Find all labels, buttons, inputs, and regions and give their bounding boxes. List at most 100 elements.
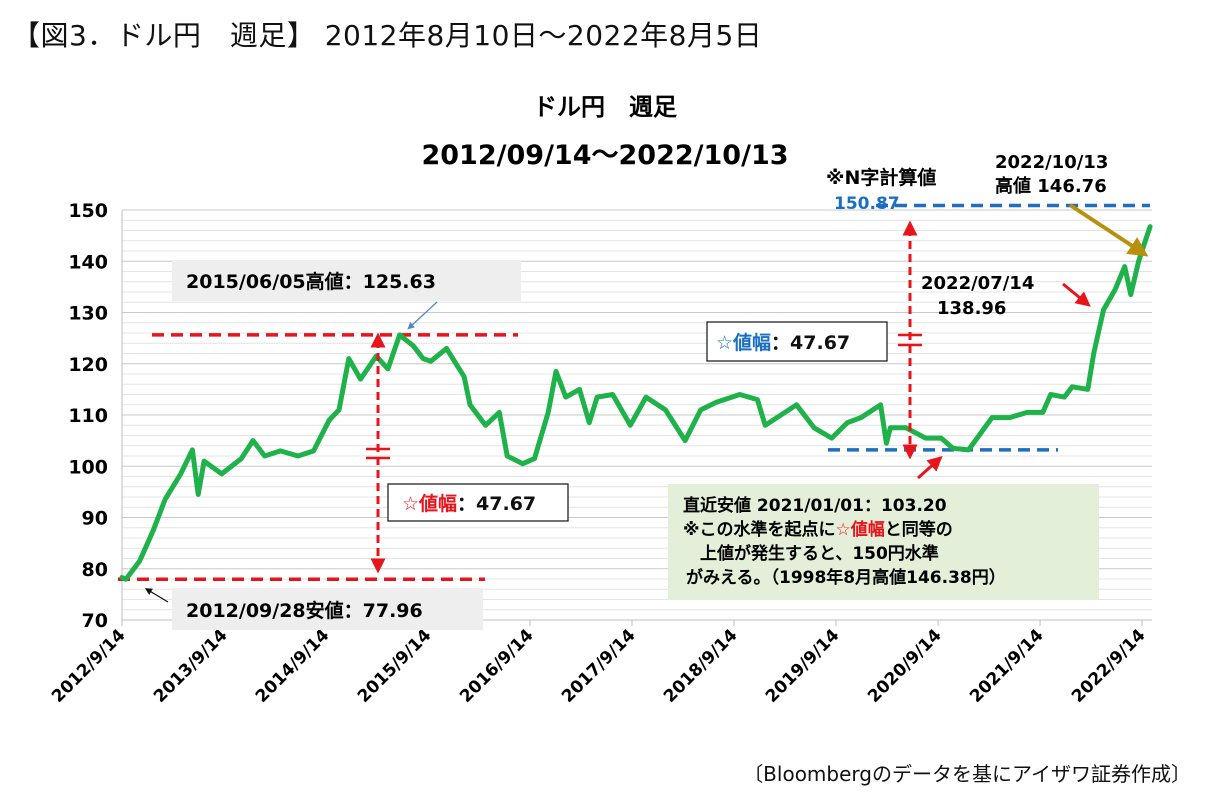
price-point <box>453 360 455 362</box>
price-point <box>463 376 465 378</box>
recent-low-line3: 上値が発生すると、150円水準 <box>700 543 939 564</box>
figure-title: 【図3．ドル円 週足】 2012年8月10日～2022年8月5日 <box>12 19 763 52</box>
price-point <box>203 460 205 462</box>
price-point <box>446 347 448 349</box>
price-point <box>469 404 471 406</box>
price-point <box>1144 242 1146 244</box>
price-point <box>1124 266 1126 268</box>
price-point <box>139 560 141 562</box>
y-axis-ticks: 70 80 90 100 110 120 130 140 150 <box>68 200 108 632</box>
price-point <box>940 437 942 439</box>
price-point <box>565 396 567 398</box>
price-point <box>485 424 487 426</box>
price-point <box>715 401 717 403</box>
low-2012-pointer <box>144 588 169 603</box>
price-point <box>700 409 702 411</box>
y-tick-label: 100 <box>68 456 108 478</box>
x-tick-label: 2022/9/14 <box>1068 625 1150 707</box>
price-point <box>522 463 524 465</box>
range-left-box <box>387 483 569 522</box>
price-point <box>1102 309 1104 311</box>
price-point <box>399 334 401 336</box>
price-point <box>506 455 508 457</box>
y-tick-label: 90 <box>82 508 108 530</box>
price-point <box>191 449 193 451</box>
price-point <box>313 450 315 452</box>
source-note: 〔Bloombergのデータを基にアイザワ証券作成〕 <box>743 762 1191 786</box>
high-2022-date: 2022/10/13 <box>995 152 1108 173</box>
x-tick-label: 2018/9/14 <box>660 625 742 707</box>
low-2012-box <box>172 588 483 630</box>
price-point <box>629 424 631 426</box>
x-tick-label: 2020/9/14 <box>864 625 946 707</box>
high-2015-box <box>172 260 521 301</box>
chart-title: ドル円 週足 <box>533 93 677 121</box>
price-point <box>578 388 580 390</box>
price-point <box>684 440 686 442</box>
low-2012-label: 2012/09/28安値：77.96 <box>186 599 423 622</box>
reference-levels <box>118 203 1150 581</box>
price-point <box>1009 417 1011 419</box>
x-tick-label: 2021/9/14 <box>966 625 1048 707</box>
y-tick-label: 110 <box>68 405 108 427</box>
price-point <box>297 455 299 457</box>
price-point <box>338 409 340 411</box>
recent-low-line1: 直近安値 2021/01/01：103.20 <box>683 495 947 516</box>
x-axis-ticks: 2012/9/14 2013/9/14 2014/9/14 2015/9/14 2016… <box>48 620 1150 707</box>
jul-2022-value: 138.96 <box>937 298 1006 319</box>
price-point <box>422 358 424 360</box>
price-point <box>252 440 254 442</box>
price-point <box>221 473 223 475</box>
price-point <box>889 427 891 429</box>
x-tick-label: 2012/9/14 <box>48 625 130 707</box>
x-tick-label: 2013/9/14 <box>150 625 232 707</box>
recent-low-box <box>668 484 1099 600</box>
high-2015-pointer <box>407 301 438 330</box>
price-point <box>547 411 549 413</box>
x-tick-label: 2014/9/14 <box>252 625 334 707</box>
price-series <box>119 224 1153 582</box>
price-point <box>796 404 798 406</box>
jul-2022-date: 2022/07/14 <box>921 273 1034 294</box>
y-tick-label: 120 <box>68 354 108 376</box>
price-point <box>412 345 414 347</box>
price-point <box>197 493 199 495</box>
price-point <box>1149 226 1151 228</box>
price-point <box>1071 386 1073 388</box>
y-tick-label: 80 <box>82 559 108 581</box>
recent-low-line4: がみえる。（1998年8月高値146.38円） <box>686 567 1006 588</box>
recent-low-pointer <box>916 455 943 480</box>
high-2015-label: 2015/06/05高値：125.63 <box>186 270 436 293</box>
price-point <box>1130 294 1132 296</box>
x-tick-label: 2016/9/14 <box>456 625 538 707</box>
price-point <box>555 370 557 372</box>
price-point <box>279 450 281 452</box>
x-tick-label: 2019/9/14 <box>762 625 844 707</box>
price-point <box>612 394 614 395</box>
price-point <box>831 437 833 439</box>
price-point <box>121 576 123 578</box>
price-point <box>534 458 536 460</box>
price-point <box>1114 288 1116 290</box>
range-right-label: ☆値幅：47.67 <box>716 331 850 354</box>
price-point <box>360 378 362 380</box>
price-point <box>846 422 848 424</box>
price-point <box>348 358 350 360</box>
price-point <box>1138 260 1140 262</box>
price-point <box>180 473 182 475</box>
high-2022-value: 高値 146.76 <box>995 175 1107 197</box>
range-left-label: ☆値幅：47.67 <box>402 492 536 515</box>
y-tick-label: 130 <box>68 303 108 325</box>
price-point <box>991 417 993 419</box>
price-point <box>813 427 815 429</box>
y-tick-label: 140 <box>68 251 108 273</box>
y-tick-label: 150 <box>68 200 108 222</box>
range-right-box <box>706 321 888 362</box>
price-point <box>125 578 127 580</box>
chart-subtitle: 2012/09/14～2022/10/13 <box>421 140 788 171</box>
high-2022-pointer <box>1068 203 1149 257</box>
price-point <box>152 529 154 531</box>
price-point <box>756 399 758 401</box>
price-point <box>1050 394 1052 395</box>
